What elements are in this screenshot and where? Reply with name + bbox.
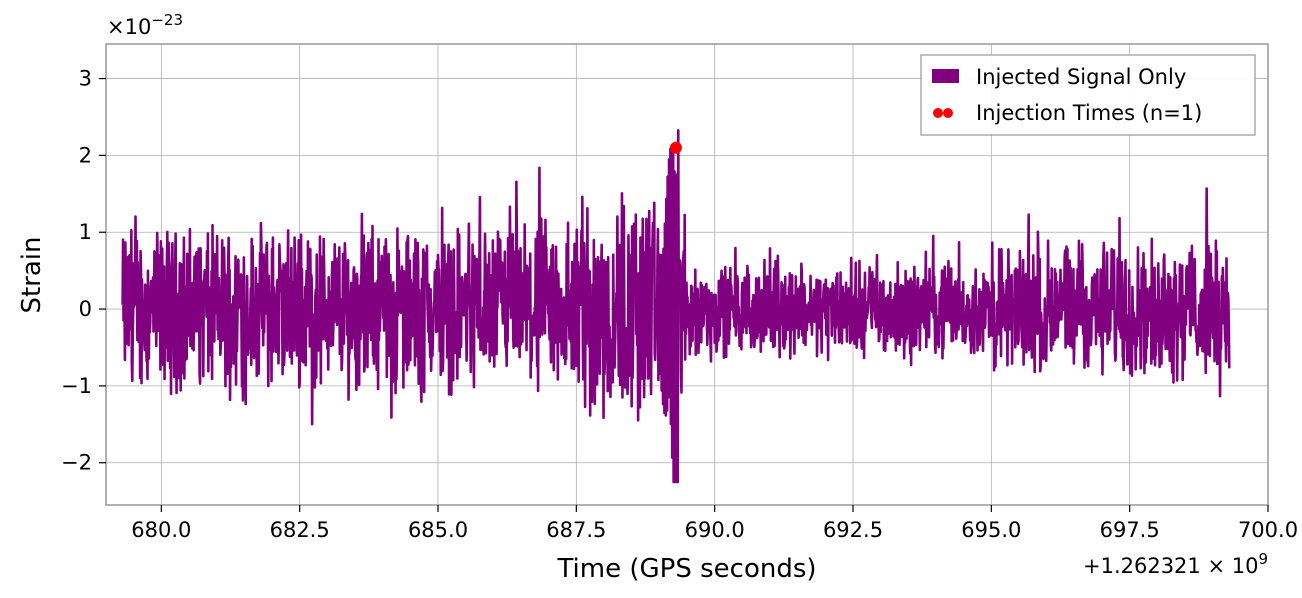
x-tick-label: 682.5 xyxy=(270,518,330,542)
x-tick-label: 697.5 xyxy=(1100,518,1160,542)
x-tick-label: 685.0 xyxy=(408,518,468,542)
y-tick-label: −2 xyxy=(61,451,92,475)
y-tick-label: 0 xyxy=(79,297,92,321)
y-tick-label: 3 xyxy=(79,67,92,91)
x-axis-label: Time (GPS seconds) xyxy=(556,554,816,584)
y-scale-exponent: −23 xyxy=(151,11,183,29)
x-tick-label: 692.5 xyxy=(823,518,883,542)
x-offset-exponent: 9 xyxy=(1258,550,1268,568)
strain-series-line xyxy=(121,129,1231,484)
x-tick-label: 695.0 xyxy=(961,518,1021,542)
y-scale-base: ×10 xyxy=(107,15,151,39)
injection-point xyxy=(669,141,682,154)
x-offset-base: +1.262321 × 10 xyxy=(1083,554,1258,578)
tick-layer: 680.0 682.5 685.0 687.5 690.0 692.5 695.0 697.5… xyxy=(61,67,1298,542)
y-tick-label: 2 xyxy=(79,143,92,167)
x-tick-label: 690.0 xyxy=(685,518,745,542)
legend-label-injected-signal: Injected Signal Only xyxy=(976,65,1186,89)
legend-swatch-injected-signal xyxy=(932,69,959,83)
series-layer xyxy=(121,129,1231,484)
y-tick-label: −1 xyxy=(61,374,92,398)
x-tick-label: 680.0 xyxy=(131,518,191,542)
y-scale-factor: ×10−23 xyxy=(107,11,183,39)
plot-frame xyxy=(105,43,1269,506)
x-tick-label: 700.0 xyxy=(1238,518,1298,542)
legend-marker-injection-b xyxy=(943,108,953,118)
y-axis-label: Strain xyxy=(17,236,47,313)
legend-box xyxy=(920,54,1256,136)
x-offset: +1.262321 × 109 xyxy=(1083,550,1268,578)
legend-label-injection-times: Injection Times (n=1) xyxy=(976,101,1202,125)
y-tick-label: 1 xyxy=(79,220,92,244)
legend-marker-injection-a xyxy=(933,108,943,118)
x-tick-label: 687.5 xyxy=(546,518,606,542)
legend: Injected Signal Only Injection Times (n=… xyxy=(920,54,1256,136)
